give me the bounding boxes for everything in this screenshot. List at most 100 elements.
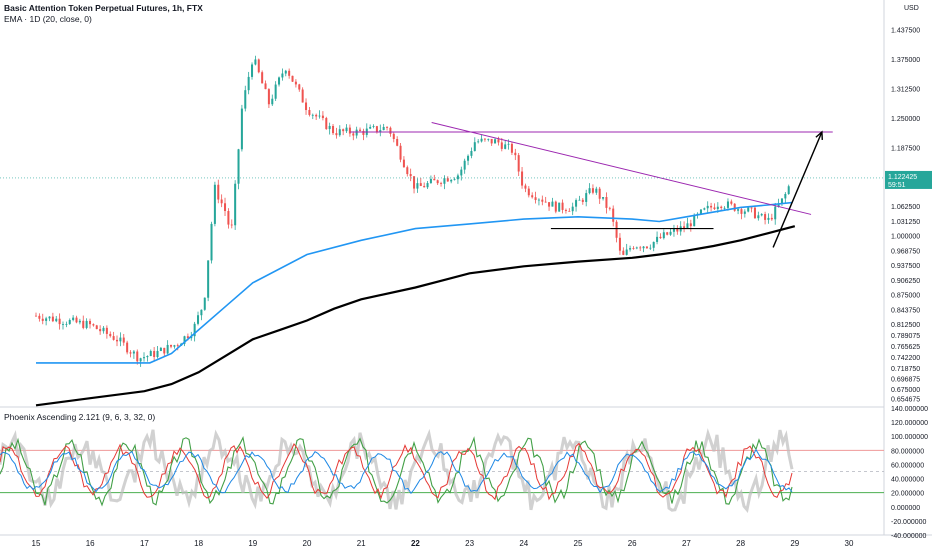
candle-body xyxy=(372,126,375,127)
candle-body xyxy=(635,247,638,249)
candle-body xyxy=(710,205,713,208)
candle-body xyxy=(645,246,648,249)
candle-body xyxy=(301,89,304,103)
candle-body xyxy=(122,337,125,343)
candle-body xyxy=(639,247,642,249)
candle-body xyxy=(544,201,547,203)
candle-body xyxy=(625,249,628,255)
candle-body xyxy=(487,138,490,140)
candle-body xyxy=(564,209,567,211)
candle-body xyxy=(740,209,743,214)
candle-body xyxy=(65,323,68,325)
candle-body xyxy=(362,130,365,135)
candle-body xyxy=(153,351,156,358)
candle-body xyxy=(598,188,601,199)
candle-body xyxy=(136,351,139,362)
candle-body xyxy=(318,115,321,117)
price-tick-label: 0.675000 xyxy=(891,387,920,394)
candle-body xyxy=(75,317,78,323)
candle-body xyxy=(375,126,378,132)
price-tick-label: 0.789075 xyxy=(891,333,920,340)
candle-body xyxy=(55,318,58,322)
candle-body xyxy=(537,199,540,201)
price-tick-label: 1.000000 xyxy=(891,234,920,241)
candle-body xyxy=(166,344,169,354)
candle-body xyxy=(585,193,588,202)
time-tick-label: 15 xyxy=(32,539,41,548)
candle-body xyxy=(618,237,621,251)
price-tick-label: 0.937500 xyxy=(891,263,920,270)
candle-body xyxy=(753,207,756,219)
price-tick-label: 1.187500 xyxy=(891,145,920,152)
osc-tick-label: 40.000000 xyxy=(891,477,924,484)
candle-body xyxy=(760,214,763,216)
candle-body xyxy=(210,223,213,261)
candle-body xyxy=(264,83,267,90)
candle-body xyxy=(240,108,243,150)
candle-body xyxy=(693,214,696,227)
candle-body xyxy=(689,223,692,227)
price-tick-label: 1.437500 xyxy=(891,27,920,34)
candle-body xyxy=(764,214,767,220)
candle-body xyxy=(568,210,571,212)
candle-body xyxy=(713,207,716,210)
candle-body xyxy=(244,90,247,109)
candle-body xyxy=(197,315,200,324)
candle-body xyxy=(359,129,362,131)
candle-body xyxy=(770,217,773,220)
last-price-label: 1.122425 xyxy=(888,174,917,181)
candle-body xyxy=(669,231,672,235)
candle-body xyxy=(126,342,129,353)
candle-body xyxy=(355,129,358,136)
price-tick-label: 0.906250 xyxy=(891,278,920,285)
candle-body xyxy=(743,211,746,214)
candle-body xyxy=(777,204,780,207)
candle-body xyxy=(433,178,436,181)
candle-body xyxy=(305,102,308,111)
price-tick-label: 0.875000 xyxy=(891,293,920,300)
candle-body xyxy=(784,193,787,199)
candle-body xyxy=(217,184,220,200)
price-tick-label: 0.968750 xyxy=(891,248,920,255)
osc-tick-label: 120.000000 xyxy=(891,420,928,427)
price-tick-label: 1.375000 xyxy=(891,57,920,64)
time-tick-label: 24 xyxy=(519,539,528,548)
candle-body xyxy=(78,320,81,323)
osc-tick-label: 0.000000 xyxy=(891,505,920,512)
osc-tick-label: 100.000000 xyxy=(891,434,928,441)
candle-body xyxy=(706,205,709,209)
osc-tick-label: 80.000000 xyxy=(891,448,924,455)
candle-body xyxy=(575,200,578,207)
candle-body xyxy=(662,232,665,239)
osc-grey-line xyxy=(0,428,794,514)
candle-body xyxy=(406,167,409,175)
candle-body xyxy=(615,221,618,238)
candle-body xyxy=(224,203,227,211)
candle-body xyxy=(82,320,85,328)
candle-body xyxy=(352,133,355,136)
candle-body xyxy=(132,351,135,354)
candle-body xyxy=(456,175,459,180)
candle-body xyxy=(780,198,783,205)
candle-body xyxy=(642,246,645,249)
candle-body xyxy=(85,320,88,328)
candle-body xyxy=(409,174,412,177)
candle-body xyxy=(426,183,429,188)
candle-body xyxy=(207,260,210,298)
candle-body xyxy=(99,329,102,332)
candle-body xyxy=(186,336,189,339)
candle-body xyxy=(473,142,476,151)
candle-body xyxy=(602,197,605,199)
candle-body xyxy=(48,316,51,319)
price-tick-label: 0.718750 xyxy=(891,366,920,373)
candle-body xyxy=(257,59,260,73)
currency-label: USD xyxy=(904,5,919,12)
candle-body xyxy=(477,141,480,143)
candle-body xyxy=(716,206,719,210)
candle-body xyxy=(315,114,318,117)
price-tick-label: 1.031250 xyxy=(891,219,920,226)
osc-red-line xyxy=(0,442,793,501)
candle-body xyxy=(605,197,608,208)
candle-body xyxy=(281,73,284,78)
